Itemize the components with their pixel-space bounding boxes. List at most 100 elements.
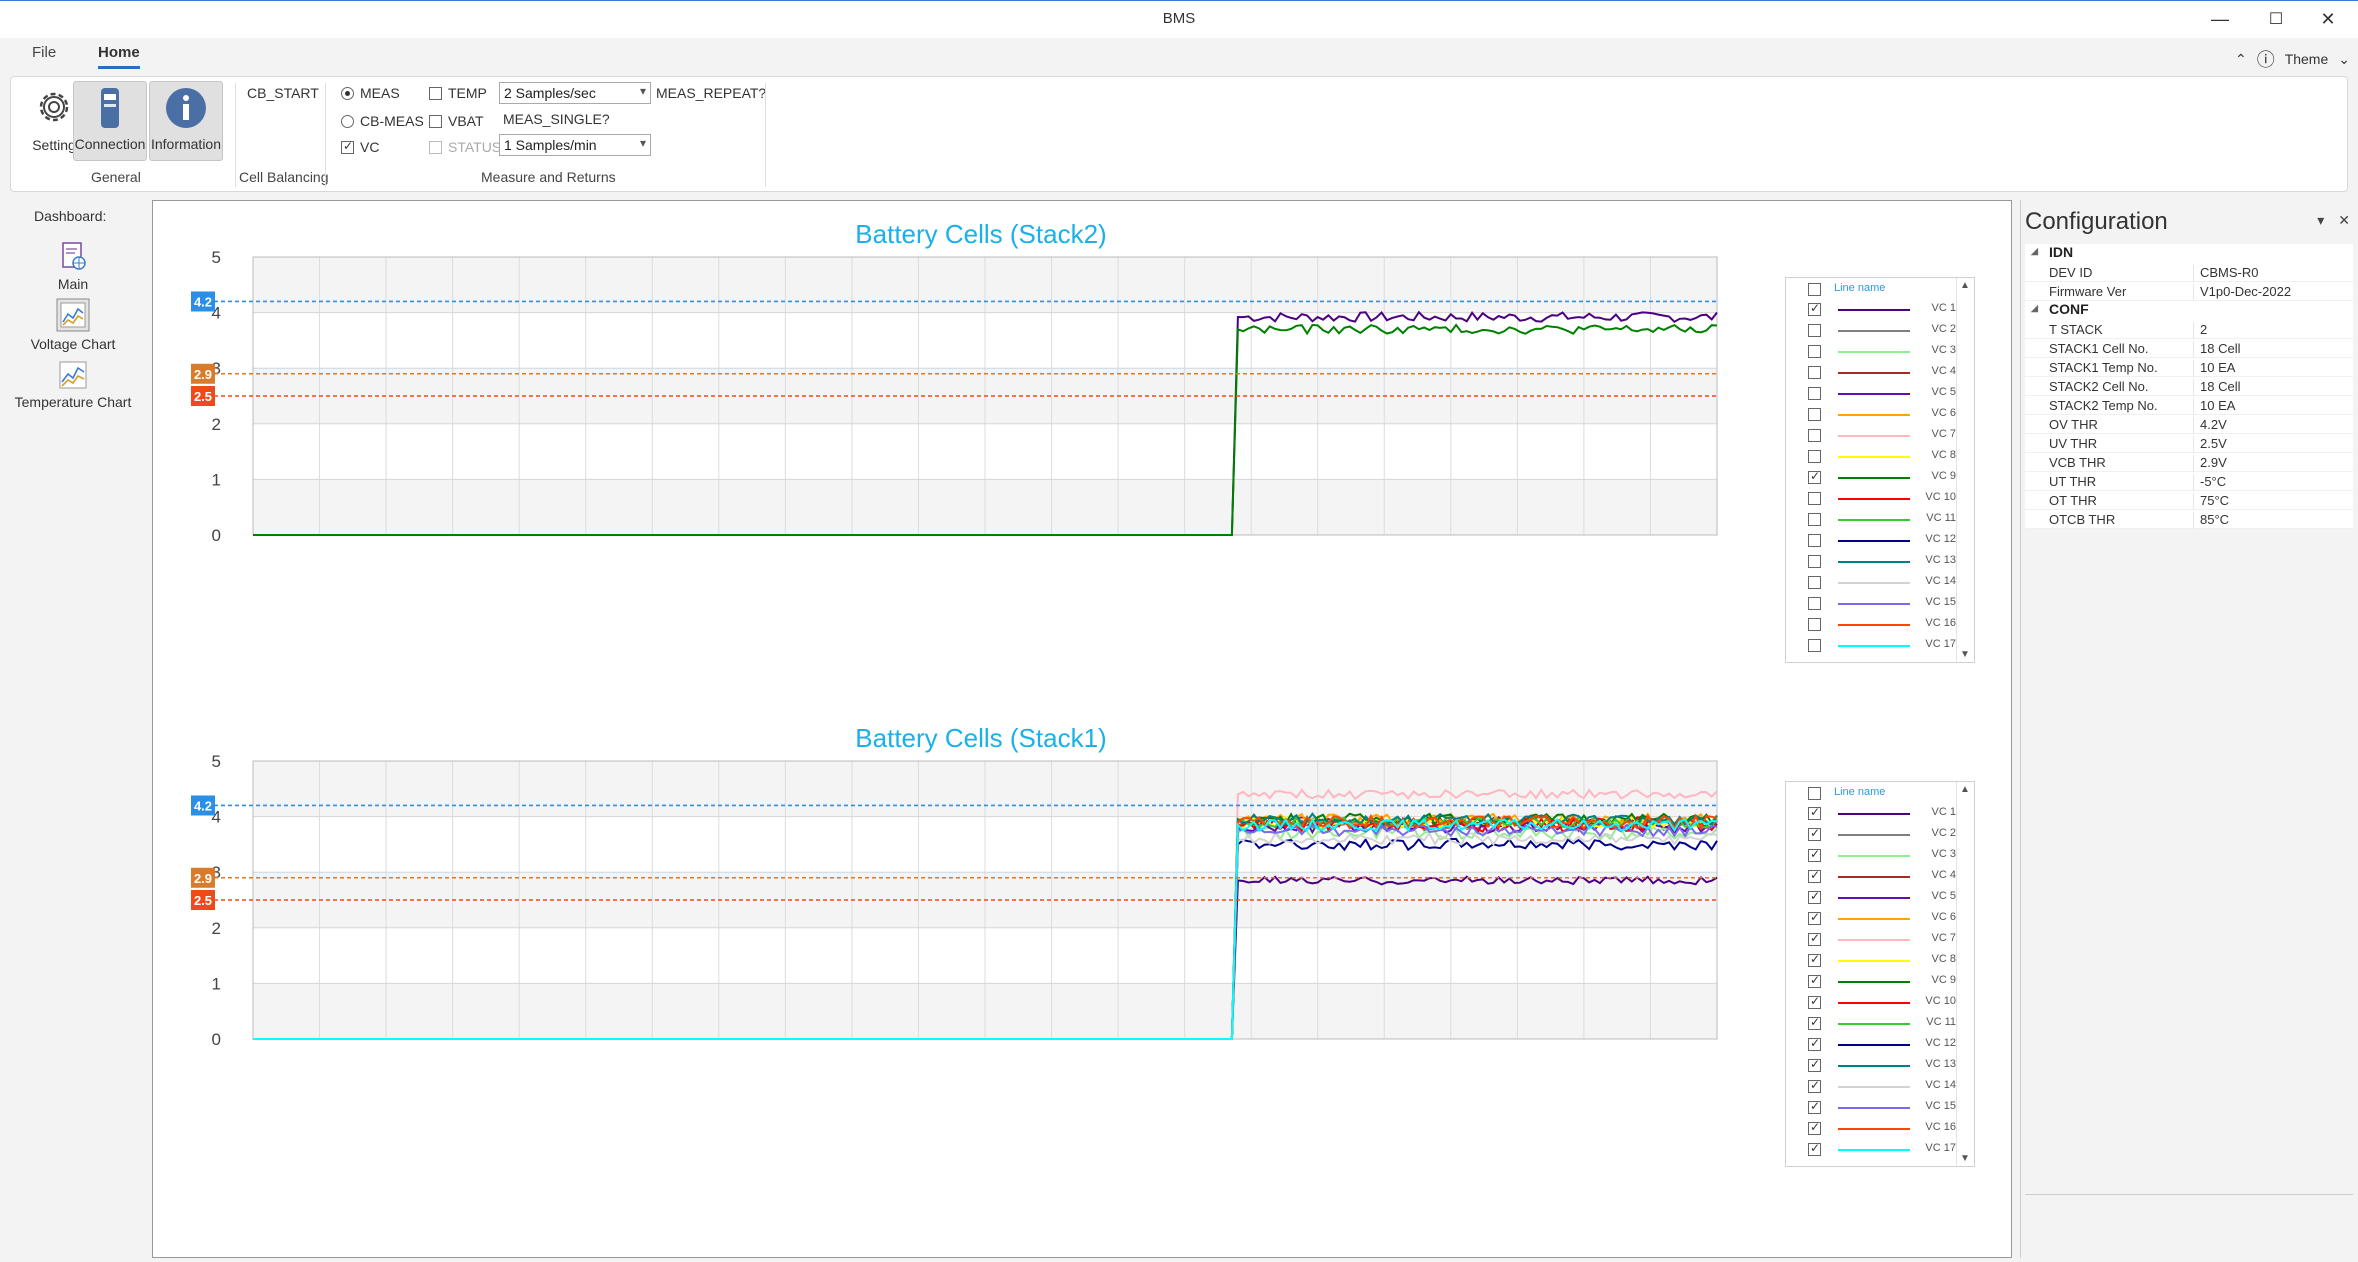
config-row[interactable]: Firmware Ver V1p0-Dec-2022	[2025, 282, 2353, 301]
select-all-checkbox[interactable]	[1808, 787, 1821, 800]
scroll-down-icon[interactable]: ▼	[1960, 1153, 1970, 1164]
legend-checkbox[interactable]	[1808, 1015, 1821, 1030]
setting-button[interactable]: Setting	[17, 81, 91, 161]
legend-item[interactable]: VC 14	[1786, 572, 1958, 593]
legend-item[interactable]: VC 3	[1786, 341, 1958, 362]
config-row[interactable]: OTCB THR 85°C	[2025, 510, 2353, 529]
legend-item[interactable]: VC 10	[1786, 992, 1958, 1013]
maximize-button[interactable]: ☐	[2268, 11, 2284, 28]
legend-item[interactable]: VC 15	[1786, 1097, 1958, 1118]
meas-repeat-button[interactable]: MEAS_REPEAT?	[656, 85, 767, 101]
legend-checkbox[interactable]	[1808, 952, 1821, 967]
config-row[interactable]: STACK2 Cell No. 18 Cell	[2025, 377, 2353, 396]
meas-single-button[interactable]: MEAS_SINGLE?	[503, 111, 610, 127]
legend-item[interactable]: VC 5	[1786, 887, 1958, 908]
legend-item[interactable]: VC 9	[1786, 467, 1958, 488]
vc-checkbox[interactable]: VC	[341, 139, 379, 155]
legend-checkbox[interactable]	[1808, 1141, 1821, 1156]
legend-checkbox[interactable]	[1808, 324, 1821, 337]
nav-voltage-chart[interactable]: Voltage Chart	[0, 298, 146, 352]
theme-chevron-icon[interactable]: ⌄	[2338, 50, 2350, 67]
config-row[interactable]: OV THR 4.2V	[2025, 415, 2353, 434]
legend-checkbox[interactable]	[1808, 994, 1821, 1009]
legend-checkbox[interactable]	[1808, 513, 1821, 526]
legend-checkbox[interactable]	[1808, 868, 1821, 883]
legend-item[interactable]: VC 13	[1786, 551, 1958, 572]
legend-item[interactable]: VC 1	[1786, 299, 1958, 320]
config-row[interactable]: OT THR 75°C	[2025, 491, 2353, 510]
cb-start-button[interactable]: CB_START	[247, 85, 319, 101]
legend-checkbox[interactable]	[1808, 387, 1821, 400]
legend-item[interactable]: VC 11	[1786, 1013, 1958, 1034]
legend-item[interactable]: VC 8	[1786, 950, 1958, 971]
close-button[interactable]: ✕	[2320, 8, 2336, 29]
legend-checkbox[interactable]	[1808, 1099, 1821, 1114]
legend-checkbox[interactable]	[1808, 576, 1821, 589]
legend-checkbox[interactable]	[1808, 408, 1821, 421]
legend-item[interactable]: VC 2	[1786, 320, 1958, 341]
legend-checkbox[interactable]	[1808, 492, 1821, 505]
config-row[interactable]: UV THR 2.5V	[2025, 434, 2353, 453]
sample-interval-select[interactable]: 1 Samples/min	[499, 134, 651, 156]
legend-item[interactable]: VC 7	[1786, 929, 1958, 950]
vbat-checkbox[interactable]: VBAT	[429, 113, 484, 129]
connection-button[interactable]: Connection	[73, 81, 147, 161]
legend-item[interactable]: VC 17	[1786, 635, 1958, 656]
legend-item[interactable]: VC 5	[1786, 383, 1958, 404]
legend-checkbox[interactable]	[1808, 973, 1821, 988]
legend-checkbox[interactable]	[1808, 1078, 1821, 1093]
config-row[interactable]: STACK1 Cell No. 18 Cell	[2025, 339, 2353, 358]
config-row[interactable]: STACK1 Temp No. 10 EA	[2025, 358, 2353, 377]
legend-item[interactable]: VC 11	[1786, 509, 1958, 530]
legend-scrollbar[interactable]: ▲ ▼	[1956, 782, 1974, 1166]
theme-menu[interactable]: Theme	[2284, 51, 2329, 67]
legend-item[interactable]: VC 4	[1786, 866, 1958, 887]
collapse-ribbon-icon[interactable]: ⌃	[2234, 50, 2247, 67]
config-row[interactable]: T STACK 2	[2025, 320, 2353, 339]
legend-checkbox[interactable]	[1808, 450, 1821, 463]
legend-checkbox[interactable]	[1808, 345, 1821, 358]
legend-scrollbar[interactable]: ▲ ▼	[1956, 278, 1974, 662]
pin-dropdown-icon[interactable]: ▾	[2317, 212, 2325, 228]
legend-checkbox[interactable]	[1808, 805, 1821, 820]
legend-item[interactable]: VC 13	[1786, 1055, 1958, 1076]
scroll-up-icon[interactable]: ▲	[1960, 784, 1970, 795]
legend-checkbox[interactable]	[1808, 931, 1821, 946]
nav-temperature-chart[interactable]: Temperature Chart	[0, 360, 146, 410]
info-icon[interactable]: ⓘ	[2256, 50, 2275, 70]
legend-checkbox[interactable]	[1808, 1036, 1821, 1051]
config-row[interactable]: VCB THR 2.9V	[2025, 453, 2353, 472]
minimize-button[interactable]: —	[2211, 8, 2229, 29]
tab-home[interactable]: Home	[98, 44, 140, 69]
panel-close-icon[interactable]: ✕	[2338, 212, 2350, 228]
sample-rate-select[interactable]: 2 Samples/sec	[499, 82, 651, 104]
status-checkbox[interactable]: STATUS	[429, 139, 501, 155]
legend-item[interactable]: VC 6	[1786, 404, 1958, 425]
temp-checkbox[interactable]: TEMP	[429, 85, 487, 101]
legend-item[interactable]: VC 2	[1786, 824, 1958, 845]
cb-meas-radio[interactable]: CB-MEAS	[341, 113, 424, 129]
config-section-idn[interactable]: IDN	[2025, 244, 2353, 263]
legend-item[interactable]: VC 3	[1786, 845, 1958, 866]
scroll-up-icon[interactable]: ▲	[1960, 280, 1970, 291]
legend-checkbox[interactable]	[1808, 639, 1821, 652]
legend-item[interactable]: VC 9	[1786, 971, 1958, 992]
nav-main[interactable]: Main	[0, 240, 146, 292]
legend-checkbox[interactable]	[1808, 889, 1821, 904]
legend-item[interactable]: VC 4	[1786, 362, 1958, 383]
config-row[interactable]: DEV ID CBMS-R0	[2025, 263, 2353, 282]
legend-item[interactable]: VC 10	[1786, 488, 1958, 509]
legend-item[interactable]: VC 1	[1786, 803, 1958, 824]
legend-item[interactable]: VC 15	[1786, 593, 1958, 614]
legend-item[interactable]: VC 12	[1786, 530, 1958, 551]
legend-checkbox[interactable]	[1808, 366, 1821, 379]
legend-item[interactable]: VC 16	[1786, 614, 1958, 635]
legend-item[interactable]: VC 16	[1786, 1118, 1958, 1139]
legend-item[interactable]: VC 12	[1786, 1034, 1958, 1055]
legend-item[interactable]: VC 6	[1786, 908, 1958, 929]
tab-file[interactable]: File	[32, 44, 57, 61]
legend-checkbox[interactable]	[1808, 301, 1821, 316]
legend-item[interactable]: VC 8	[1786, 446, 1958, 467]
legend-checkbox[interactable]	[1808, 534, 1821, 547]
scroll-down-icon[interactable]: ▼	[1960, 649, 1970, 660]
